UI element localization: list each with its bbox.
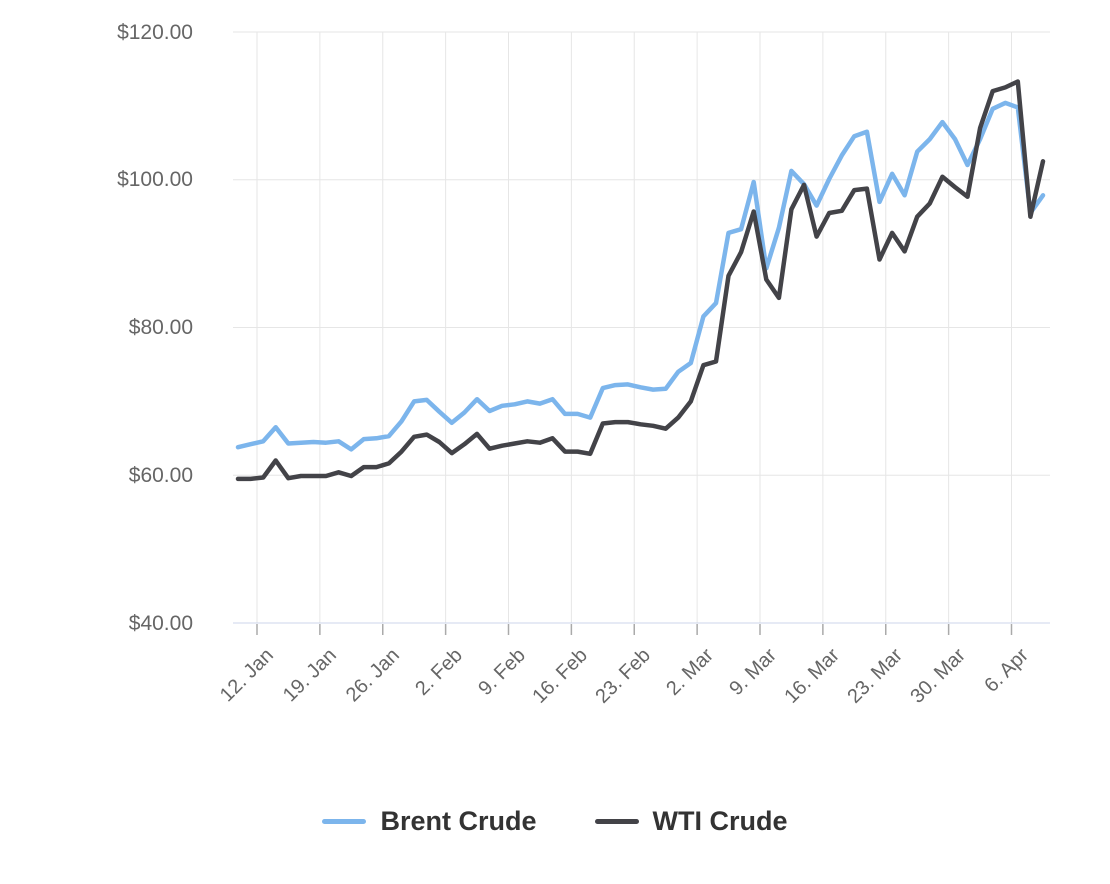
x-axis-ticks [256,624,1013,635]
vertical-gridlines [256,32,1012,623]
legend: Brent Crude WTI Crude [0,806,1110,837]
y-axis-label: $40.00 [128,611,193,635]
legend-label-brent: Brent Crude [380,806,537,836]
horizontal-gridlines [233,31,1050,476]
wti-line-swatch [594,819,639,824]
y-axis-label: $120.00 [117,20,193,44]
wti-crude-line [235,79,1046,482]
brent-line-swatch [322,819,367,824]
y-axis-label: $100.00 [117,168,193,192]
brent-crude-line [235,100,1046,452]
legend-item-brent[interactable]: Brent Crude [322,806,537,837]
legend-label-wti: WTI Crude [652,806,788,836]
y-axis-label: $80.00 [128,316,193,339]
y-axis-label: $60.00 [128,463,193,487]
legend-item-wti[interactable]: WTI Crude [594,806,788,837]
